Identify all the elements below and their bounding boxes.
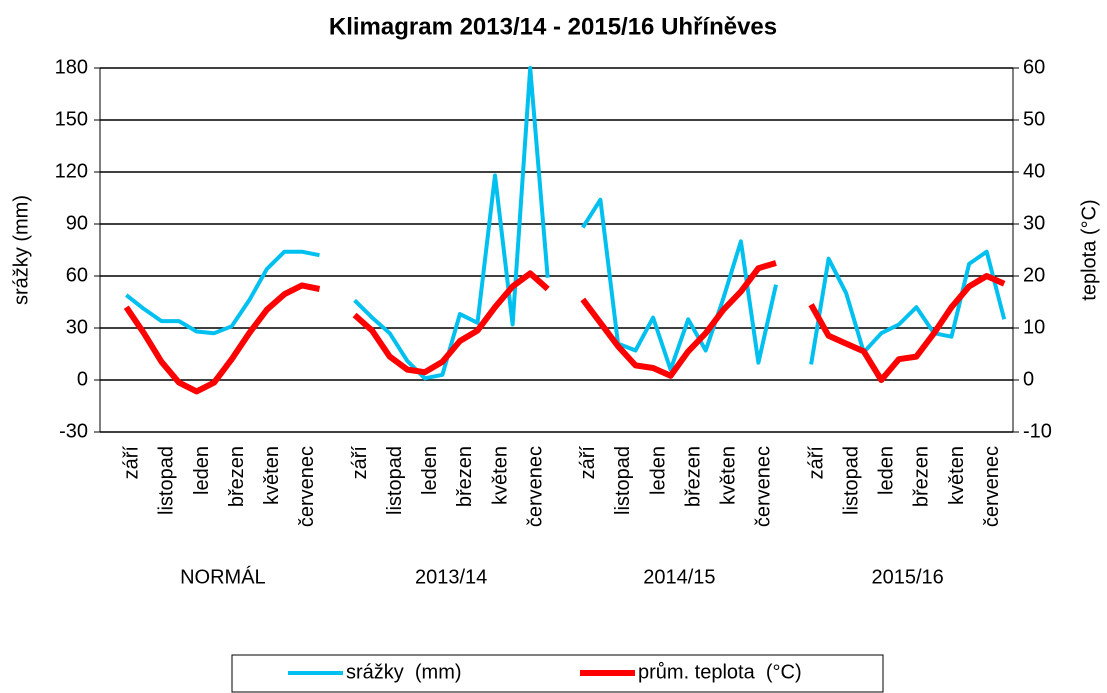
chart-title: Klimagram 2013/14 - 2015/16 Uhříněves: [329, 13, 777, 40]
x-tick-label: listopad: [156, 446, 178, 515]
x-tick-label: květen: [261, 446, 283, 505]
group-label: NORMÁL: [180, 565, 266, 588]
legend-box: [231, 654, 884, 693]
y2-tick-label: 20: [1023, 264, 1045, 286]
x-tick-label: květen: [946, 446, 968, 505]
y2-axis-label: teplota (°C): [1078, 199, 1100, 300]
group-label: 2014/15: [643, 566, 715, 588]
y2-tick-label: -10: [1023, 420, 1052, 442]
x-tick-label: květen: [489, 446, 511, 505]
y2-tick-label: 40: [1023, 160, 1045, 182]
series-line: [125, 66, 1007, 381]
y2-tick-label: 30: [1023, 212, 1045, 234]
x-tick-label: září: [805, 446, 827, 480]
x-tick-label: listopad: [840, 446, 862, 515]
x-tick-label: květen: [718, 446, 740, 505]
y-axis-label: srážky (mm): [10, 195, 32, 305]
y-tick-label: 30: [66, 316, 88, 338]
legend-label: prům. teplota (°C): [638, 661, 802, 683]
series-line: [123, 260, 1006, 395]
y-tick-label: 150: [55, 108, 88, 130]
x-tick-label: červenec: [753, 446, 775, 527]
x-tick-label: červenec: [296, 446, 318, 527]
y-tick-label: 180: [55, 56, 88, 78]
x-tick-label: leden: [876, 446, 898, 495]
x-tick-label: září: [121, 446, 143, 480]
x-tick-label: březen: [454, 446, 476, 507]
x-tick-label: září: [349, 446, 371, 480]
x-tick-label: listopad: [384, 446, 406, 515]
y-tick-label: -30: [59, 420, 88, 442]
x-tick-label: listopad: [612, 446, 634, 515]
x-tick-label: březen: [911, 446, 933, 507]
y-tick-label: 90: [66, 212, 88, 234]
x-tick-label: březen: [682, 446, 704, 507]
y-tick-label: 0: [77, 368, 88, 390]
y2-tick-label: 10: [1023, 316, 1045, 338]
y2-tick-label: 60: [1023, 56, 1045, 78]
x-tick-label: červenec: [981, 446, 1003, 527]
y2-tick-label: 0: [1023, 368, 1034, 390]
group-label: 2015/16: [872, 566, 944, 588]
x-tick-label: leden: [191, 446, 213, 495]
y-tick-label: 120: [55, 160, 88, 182]
y2-tick-label: 50: [1023, 108, 1045, 130]
legend-label: srážky (mm): [346, 661, 462, 683]
group-label: 2013/14: [415, 566, 487, 588]
x-tick-label: březen: [226, 446, 248, 507]
x-tick-label: červenec: [524, 446, 546, 527]
y-tick-label: 60: [66, 264, 88, 286]
x-tick-label: leden: [419, 446, 441, 495]
x-tick-label: leden: [647, 446, 669, 495]
x-tick-label: září: [577, 446, 599, 480]
